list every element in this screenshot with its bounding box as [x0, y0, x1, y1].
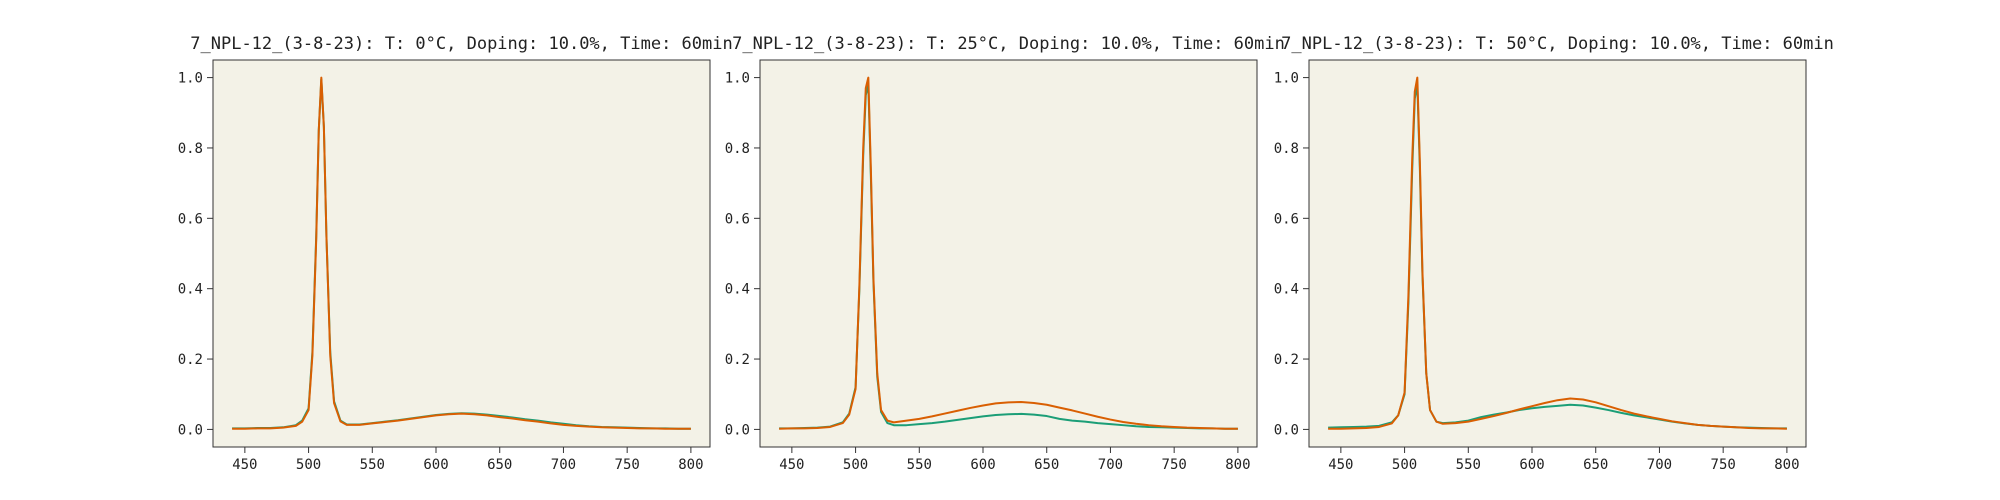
y-tick-label: 0.8: [725, 141, 750, 157]
y-tick-label: 0.4: [725, 282, 750, 298]
x-tick-label: 800: [678, 457, 703, 473]
ticks-layer: 450 500 550 600 650 700 750 800 0.0 0.2 0.4 0.6 0.8 1…: [725, 71, 1251, 473]
y-tick-label: 0.6: [178, 211, 203, 227]
ticks-layer: 450 500 550 600 650 700 750 800 0.0 0.2 0.4 0.6 0.8 1…: [178, 71, 704, 473]
chart-title: 7_NPL-12_(3-8-23): T: 50°C, Doping: 10.0…: [1281, 34, 1834, 54]
series-layer: [779, 76, 1238, 430]
series-line-1: [232, 76, 691, 430]
x-tick-label: 650: [487, 457, 512, 473]
x-tick-label: 600: [970, 457, 995, 473]
x-tick-label: 800: [1774, 457, 1799, 473]
panel-1: 450 500 550 600 650 700 750 800 0.0 0.2 0.4 0.6 0.8 1…: [725, 34, 1285, 473]
plot-area: [213, 60, 710, 447]
plot-frame: [759, 59, 1258, 448]
x-tick-label: 600: [1519, 457, 1544, 473]
y-tick-label: 0.0: [1274, 422, 1299, 438]
x-tick-label: 700: [1098, 457, 1123, 473]
x-tick-label: 450: [779, 457, 804, 473]
y-tick-label: 0.2: [178, 352, 203, 368]
x-tick-label: 550: [907, 457, 932, 473]
series-layer: [1328, 76, 1787, 430]
x-tick-label: 700: [551, 457, 576, 473]
x-tick-label: 550: [1456, 457, 1481, 473]
x-tick-label: 600: [423, 457, 448, 473]
y-tick-label: 1.0: [1274, 71, 1299, 87]
chart-title: 7_NPL-12_(3-8-23): T: 0°C, Doping: 10.0%…: [190, 34, 732, 54]
plot-area: [1309, 60, 1806, 447]
plot-frame: [1308, 59, 1807, 448]
x-tick-label: 750: [615, 457, 640, 473]
y-tick-label: 0.4: [1274, 282, 1299, 298]
chart-title: 7_NPL-12_(3-8-23): T: 25°C, Doping: 10.0…: [732, 34, 1285, 54]
y-tick-label: 0.0: [725, 422, 750, 438]
x-tick-label: 650: [1583, 457, 1608, 473]
series-line-1: [779, 76, 1238, 430]
y-tick-label: 1.0: [178, 71, 203, 87]
x-tick-label: 500: [1392, 457, 1417, 473]
plot-area: [760, 60, 1257, 447]
y-tick-label: 0.6: [1274, 211, 1299, 227]
x-tick-label: 750: [1711, 457, 1736, 473]
panel-2: 450 500 550 600 650 700 750 800 0.0 0.2 0.4 0.6 0.8 1…: [1274, 34, 1834, 473]
y-tick-label: 0.8: [1274, 141, 1299, 157]
x-tick-label: 450: [1328, 457, 1353, 473]
x-tick-label: 650: [1034, 457, 1059, 473]
x-tick-label: 700: [1647, 457, 1672, 473]
x-tick-label: 550: [360, 457, 385, 473]
x-tick-label: 500: [296, 457, 321, 473]
y-tick-label: 0.6: [725, 211, 750, 227]
y-tick-label: 0.0: [178, 422, 203, 438]
series-line-1: [1328, 76, 1787, 430]
panel-0: 450 500 550 600 650 700 750 800 0.0 0.2 0.4 0.6 0.8 1…: [178, 34, 733, 473]
ticks-layer: 450 500 550 600 650 700 750 800 0.0 0.2 0.4 0.6 0.8 1…: [1274, 71, 1800, 473]
x-tick-label: 800: [1225, 457, 1250, 473]
y-tick-label: 0.8: [178, 141, 203, 157]
y-tick-label: 0.2: [725, 352, 750, 368]
y-tick-label: 0.2: [1274, 352, 1299, 368]
y-tick-label: 1.0: [725, 71, 750, 87]
y-tick-label: 0.4: [178, 282, 203, 298]
x-tick-label: 750: [1162, 457, 1187, 473]
plot-frame: [212, 59, 711, 448]
x-tick-label: 450: [232, 457, 257, 473]
series-layer: [232, 76, 691, 430]
x-tick-label: 500: [843, 457, 868, 473]
